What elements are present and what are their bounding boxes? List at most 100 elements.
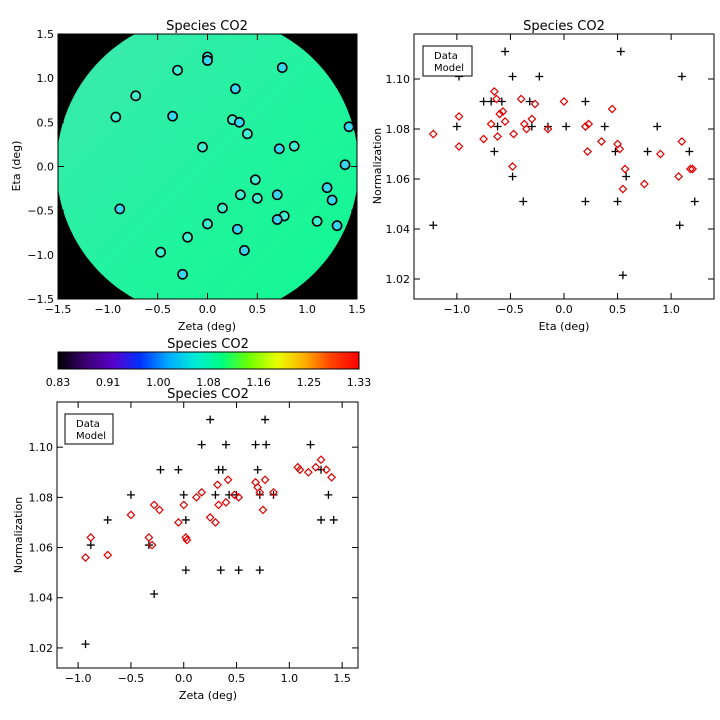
zeta-axes: −1.0 −0.5 0.0 0.5 1.0 1.5 1.02 1.04 1.06 1.08 1.10 bbox=[29, 402, 358, 685]
map-title: Species CO2 bbox=[166, 19, 248, 34]
data-point-plus bbox=[216, 566, 225, 575]
x-tick-label: 1.0 bbox=[281, 672, 299, 685]
map-marker bbox=[230, 83, 241, 95]
data-point-plus bbox=[690, 197, 699, 206]
model-point-diamond bbox=[191, 492, 201, 502]
y-tick-label: −0.5 bbox=[27, 205, 54, 218]
data-point-plus bbox=[324, 490, 333, 499]
model-point-diamond bbox=[255, 487, 265, 497]
zeta-xlabel: Zeta (deg) bbox=[179, 689, 237, 702]
model-point-diamond bbox=[543, 124, 553, 134]
data-point-plus bbox=[261, 415, 270, 424]
y-tick-label: 1.04 bbox=[29, 592, 54, 605]
data-point-plus bbox=[581, 197, 590, 206]
map-marker bbox=[271, 189, 283, 201]
eta-legend-box bbox=[422, 45, 473, 77]
colorbar-tick-label: 1.08 bbox=[196, 376, 221, 389]
model-point-diamond bbox=[674, 172, 684, 181]
data-point-plus bbox=[317, 465, 326, 474]
model-point-diamond bbox=[316, 455, 326, 465]
data-point-plus bbox=[329, 515, 338, 524]
map-marker bbox=[217, 202, 228, 214]
model-point-diamond bbox=[428, 129, 438, 139]
map-marker bbox=[155, 246, 167, 258]
data-point-plus bbox=[218, 465, 227, 474]
eta-axes: −1.0 −0.5 0.0 0.5 1.0 1.02 1.04 1.06 1.08 1.10 bbox=[386, 34, 714, 316]
y-tick-label: 1.08 bbox=[29, 491, 54, 504]
eta-xlabel: Eta (deg) bbox=[539, 320, 590, 333]
x-tick-label: 1.5 bbox=[348, 303, 366, 316]
data-point-plus bbox=[653, 122, 662, 131]
data-point-plus bbox=[251, 440, 260, 449]
model-point-diamond bbox=[258, 505, 268, 515]
data-point-plus bbox=[126, 490, 135, 499]
data-point-plus bbox=[225, 490, 234, 499]
map-marker bbox=[197, 141, 208, 153]
zeta-panel: Species CO2 −1.0 −0.5 0.0 0.5 1.0 1.5 1.02 1.04… bbox=[12, 387, 359, 702]
data-point-plus bbox=[508, 172, 517, 181]
model-point-diamond bbox=[81, 553, 90, 563]
x-tick-label: −0.5 bbox=[497, 303, 524, 316]
map-markers bbox=[110, 51, 355, 280]
zeta-legend-model: Model bbox=[76, 431, 106, 442]
zeta-marks bbox=[81, 415, 338, 649]
x-tick-label: 0.5 bbox=[249, 303, 267, 316]
map-marker bbox=[202, 218, 213, 230]
data-point-plus bbox=[255, 566, 264, 575]
model-point-diamond bbox=[205, 512, 215, 522]
y-tick-label: 1.0 bbox=[37, 72, 55, 85]
colorbar-ticks: 0.83 0.91 1.00 1.08 1.16 1.25 1.33 bbox=[46, 376, 372, 389]
colorbar-tick-label: 0.83 bbox=[46, 376, 71, 389]
map-axes: −1.5 −1.0 −0.5 0.0 0.5 1.0 1.5 −1.5 −1.0 −0.5 0.0 0… bbox=[27, 28, 365, 316]
eta-legend-data: Data bbox=[434, 51, 458, 62]
map-ylabel: Eta (deg) bbox=[10, 141, 23, 192]
model-point-diamond bbox=[615, 144, 625, 154]
x-tick-label: 1.5 bbox=[333, 672, 351, 685]
model-point-diamond bbox=[607, 104, 617, 114]
eta-legend-model: Model bbox=[434, 63, 464, 74]
data-point-plus bbox=[616, 47, 625, 56]
model-point-diamond bbox=[516, 94, 526, 104]
y-tick-label: 1.10 bbox=[29, 441, 54, 454]
data-point-plus bbox=[525, 97, 534, 106]
data-point-plus bbox=[562, 122, 571, 131]
map-xlabel: Zeta (deg) bbox=[178, 320, 236, 333]
data-point-plus bbox=[156, 465, 165, 474]
data-point-plus bbox=[86, 541, 95, 550]
data-point-plus bbox=[255, 490, 264, 499]
colorbar-title: Species CO2 bbox=[167, 337, 249, 352]
model-point-diamond bbox=[311, 462, 321, 472]
model-point-diamond bbox=[509, 129, 519, 139]
data-point-plus bbox=[493, 122, 502, 131]
model-point-diamond bbox=[620, 164, 630, 174]
colorbar-tick-label: 0.91 bbox=[96, 376, 121, 389]
x-tick-label: 1.0 bbox=[662, 303, 680, 316]
y-tick-label: −1.5 bbox=[27, 293, 54, 306]
y-tick-label: 1.06 bbox=[29, 542, 54, 555]
y-tick-label: 1.06 bbox=[386, 173, 411, 186]
eta-ylabel: Normalization bbox=[371, 128, 384, 204]
model-point-diamond bbox=[489, 87, 499, 96]
model-point-diamond bbox=[223, 475, 233, 485]
model-point-diamond bbox=[154, 505, 164, 515]
x-tick-label: 0.5 bbox=[228, 672, 246, 685]
data-point-plus bbox=[600, 122, 609, 131]
data-point-plus bbox=[181, 515, 190, 524]
x-tick-label: −1.0 bbox=[94, 303, 121, 316]
data-point-plus bbox=[429, 221, 438, 230]
model-point-diamond bbox=[197, 487, 207, 497]
data-point-plus bbox=[181, 566, 190, 575]
model-point-diamond bbox=[179, 500, 189, 510]
model-point-diamond bbox=[269, 487, 278, 497]
y-tick-label: −1.0 bbox=[27, 249, 54, 262]
zeta-legend: Data Model bbox=[64, 413, 114, 445]
data-point-plus bbox=[221, 440, 230, 449]
data-point-plus bbox=[206, 415, 215, 424]
model-point-diamond bbox=[181, 533, 191, 542]
y-tick-label: 1.04 bbox=[386, 223, 411, 236]
map-marker bbox=[202, 55, 213, 66]
zeta-title: Species CO2 bbox=[167, 387, 249, 402]
y-tick-label: 0.5 bbox=[37, 116, 55, 129]
model-point-diamond bbox=[492, 94, 501, 104]
model-point-diamond bbox=[174, 518, 183, 527]
